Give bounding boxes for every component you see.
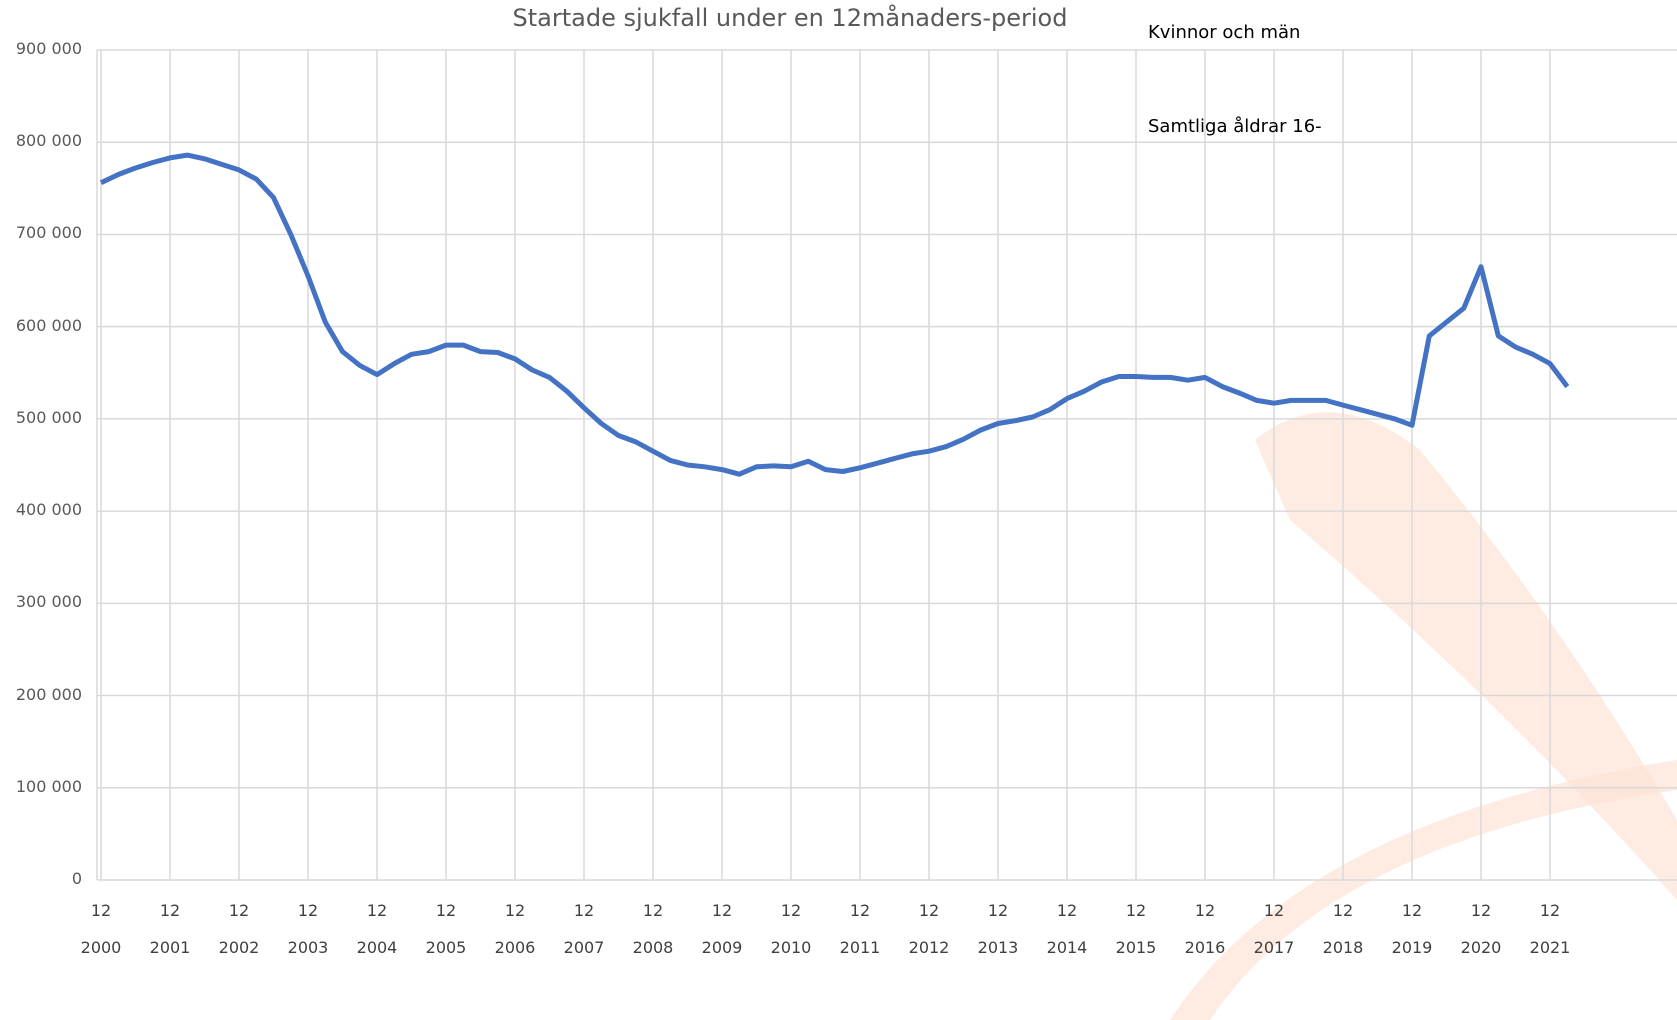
watermark <box>1255 412 1677 900</box>
x-tick-label: 12 2012 <box>908 901 950 957</box>
x-tick-label: 12 2011 <box>839 901 881 957</box>
x-tick-label: 12 2001 <box>149 901 191 957</box>
x-tick-label: 12 2019 <box>1391 901 1433 957</box>
x-tick-label: 12 2003 <box>287 901 329 957</box>
y-tick-label: 700 000 <box>15 223 82 243</box>
y-tick-label: 300 000 <box>15 592 82 612</box>
y-tick-label: 900 000 <box>15 39 82 58</box>
x-tick-label: 12 2016 <box>1184 901 1226 957</box>
x-tick-label: 12 2013 <box>977 901 1019 957</box>
y-tick-label: 400 000 <box>15 500 82 520</box>
y-tick-label: 200 000 <box>15 684 82 704</box>
y-tick-label: 500 000 <box>15 407 82 427</box>
x-tick-label: 12 2005 <box>425 901 467 957</box>
annotation: Samtliga åldrar 16- <box>1148 116 1322 137</box>
x-tick-label: 12 2002 <box>218 901 260 957</box>
x-tick-label: 12 2006 <box>494 901 536 957</box>
y-tick-label: 800 000 <box>15 131 82 151</box>
x-tick-label: 12 2021 <box>1529 901 1571 957</box>
x-tick-label: 12 2018 <box>1322 901 1364 957</box>
x-tick-label: 12 2004 <box>356 901 398 957</box>
x-tick-label: 12 2017 <box>1253 901 1295 957</box>
x-tick-label: 12 2009 <box>701 901 743 957</box>
x-tick-label: 12 2015 <box>1115 901 1157 957</box>
x-tick-label: 12 2014 <box>1046 901 1088 957</box>
data-line <box>99 152 1570 477</box>
annotation: Kvinnor och män <box>1148 22 1301 43</box>
x-tick-label: 12 2020 <box>1460 901 1502 957</box>
x-tick-label: 12 2010 <box>770 901 812 957</box>
y-tick-label: 0 <box>71 869 82 888</box>
chart-title: Startade sjukfall under en 12månaders-pe… <box>512 4 1068 32</box>
x-tick-label: 12 2000 <box>80 901 122 957</box>
y-tick-label: 100 000 <box>15 776 82 796</box>
x-tick-label: 12 2007 <box>563 901 605 957</box>
x-tick-label: 12 2008 <box>632 901 674 957</box>
y-tick-label: 600 000 <box>15 315 82 335</box>
